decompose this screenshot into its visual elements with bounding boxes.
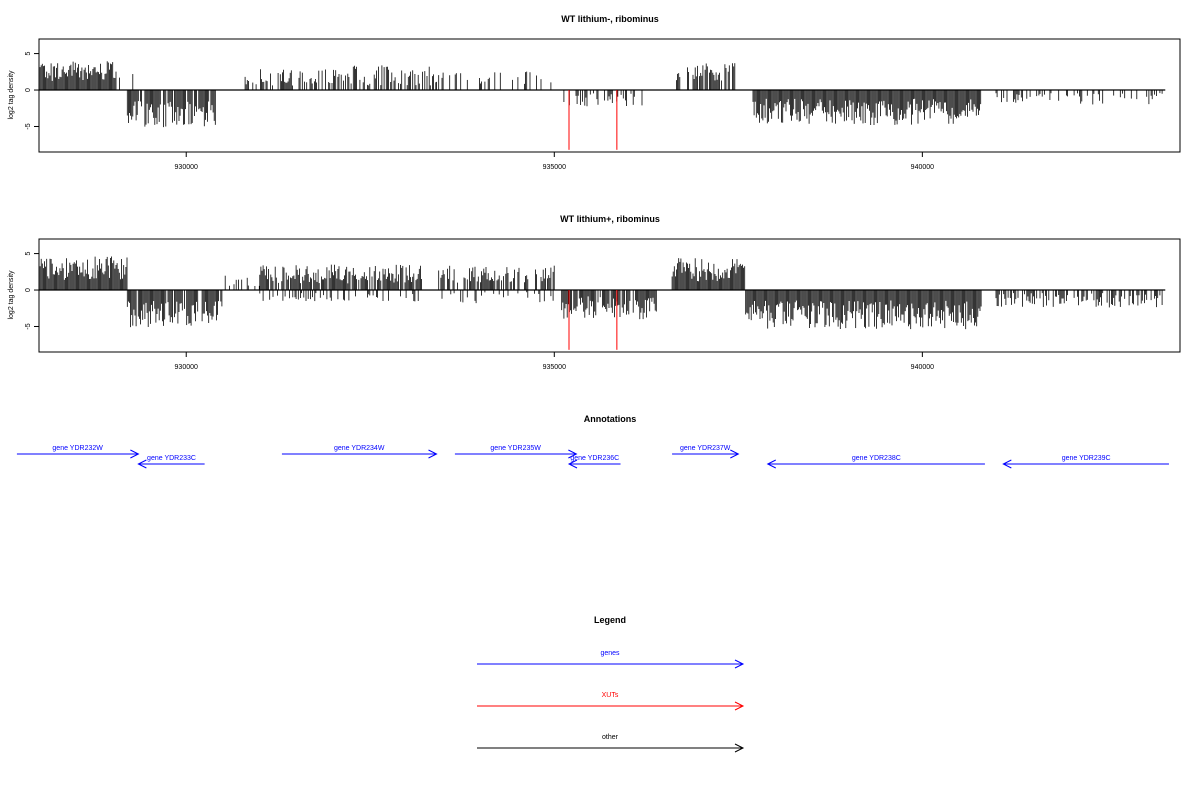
gene-annotation: gene YDR232W: [16, 445, 140, 459]
gene-label: gene YDR233C: [147, 455, 196, 462]
legend-arrow-head: [734, 659, 745, 669]
gene-annotation: gene YDR236C: [567, 455, 621, 469]
legend-arrow-head: [734, 743, 745, 753]
signal-bars: [38, 256, 1163, 330]
gene-arrow-head: [567, 459, 578, 469]
x-axis: 930000 935000 940000: [175, 352, 934, 371]
gene-arrow-head: [428, 449, 438, 459]
x-tick-label: 940000: [911, 364, 934, 371]
y-tick-label: -5: [25, 323, 32, 329]
y-axis: -5 0 5: [25, 252, 39, 330]
gene-annotation: gene YDR237W: [672, 445, 740, 459]
panel-lithium-plus: WT lithium+, ribominus log2 tag density …: [8, 214, 1181, 371]
gene-arrow-head: [766, 459, 776, 469]
plot-frame: [38, 238, 1181, 353]
x-axis: 930000 935000 940000: [175, 152, 934, 171]
y-tick-label: 0: [25, 288, 32, 292]
legend-label: other: [602, 734, 619, 741]
x-tick-label: 930000: [175, 364, 198, 371]
gene-label: gene YDR235W: [490, 445, 541, 452]
y-axis-label: log2 tag density: [8, 70, 15, 120]
y-tick-label: 5: [25, 52, 32, 56]
gene-arrow-head: [137, 459, 147, 469]
gene-annotation: gene YDR238C: [766, 455, 985, 469]
legend-item: genes: [477, 650, 745, 669]
gene-annotation: gene YDR239C: [1002, 455, 1169, 469]
gene-annotation: gene YDR234W: [281, 445, 438, 459]
gene-label: gene YDR238C: [852, 455, 901, 462]
gene-arrow-head: [568, 449, 578, 459]
annotations-title: Annotations: [584, 414, 637, 424]
xut-marks: [568, 90, 618, 150]
y-axis-label: log2 tag density: [8, 270, 15, 320]
panel-lithium-minus: WT lithium-, ribominus log2 tag density …: [8, 14, 1181, 171]
x-tick-label: 935000: [543, 164, 566, 171]
x-tick-label: 930000: [175, 164, 198, 171]
x-tick-label: 935000: [543, 364, 566, 371]
y-tick-label: 0: [25, 88, 32, 92]
legend-items: genes XUTs other: [477, 650, 745, 753]
legend-item: other: [477, 734, 745, 753]
legend-label: genes: [600, 650, 620, 657]
gene-arrows: gene YDR232W gene YDR233C gene YDR234W gene…: [16, 445, 1169, 469]
gene-arrow-head: [730, 449, 740, 459]
gene-label: gene YDR234W: [334, 445, 385, 452]
x-tick-label: 940000: [911, 164, 934, 171]
panel-title: WT lithium-, ribominus: [561, 14, 659, 24]
legend-arrow-head: [734, 701, 745, 711]
gene-arrow-head: [1002, 459, 1012, 469]
y-axis: -5 0 5: [25, 52, 39, 130]
gene-label: gene YDR239C: [1062, 455, 1111, 462]
gene-label: gene YDR237W: [680, 445, 731, 452]
y-tick-label: 5: [25, 252, 32, 256]
panel-title: WT lithium+, ribominus: [560, 214, 660, 224]
legend-label: XUTs: [602, 692, 619, 699]
gene-label: gene YDR236C: [570, 455, 619, 462]
gene-arrow-head: [130, 449, 140, 459]
gene-label: gene YDR232W: [52, 445, 103, 452]
gene-annotation: gene YDR233C: [137, 455, 205, 469]
legend: Legend genes XUTs other: [477, 615, 745, 753]
signal-bars: [38, 61, 1163, 128]
legend-item: XUTs: [477, 692, 745, 711]
xut-marks: [568, 290, 618, 350]
plot-frame: [38, 38, 1181, 153]
legend-title: Legend: [594, 615, 626, 625]
gene-annotation: gene YDR235W: [454, 445, 578, 459]
y-tick-label: -5: [25, 123, 32, 129]
